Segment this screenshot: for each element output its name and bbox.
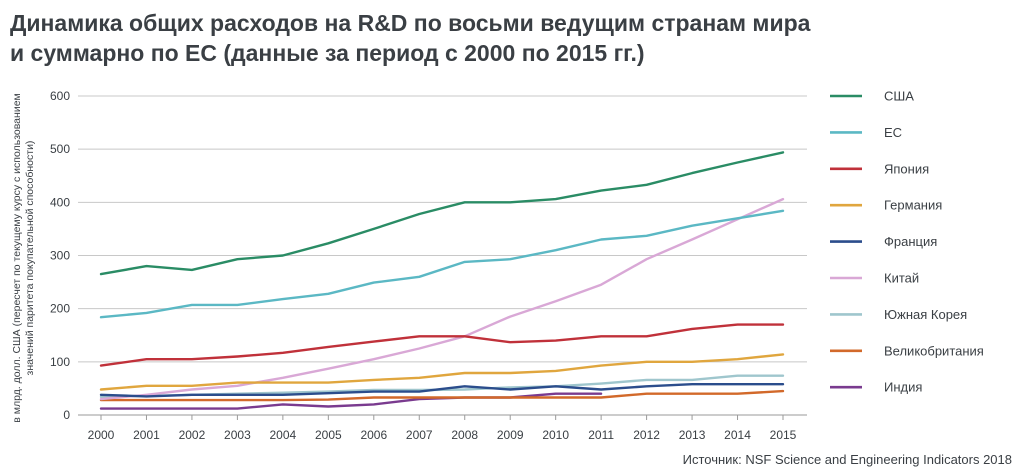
x-tick-label: 2013 bbox=[679, 428, 706, 442]
series-line bbox=[99, 323, 785, 367]
series-line bbox=[99, 197, 785, 401]
x-tick-label: 2008 bbox=[451, 428, 478, 442]
legend-item: Индия bbox=[830, 380, 922, 395]
x-tick-label: 2003 bbox=[224, 428, 251, 442]
legend-label: ЕС bbox=[884, 125, 902, 140]
series-line bbox=[99, 383, 785, 398]
x-tick-label: 2000 bbox=[88, 428, 115, 442]
x-tick-label: 2014 bbox=[724, 428, 751, 442]
y-tick-label: 300 bbox=[50, 249, 70, 263]
y-tick-label: 0 bbox=[63, 408, 70, 422]
x-tick-label: 2012 bbox=[633, 428, 660, 442]
x-tick-label: 2009 bbox=[497, 428, 524, 442]
x-tick-label: 2004 bbox=[270, 428, 297, 442]
legend-item: ЕС bbox=[830, 125, 902, 140]
y-axis-ticks: 0 100 200 300 400 500 600 bbox=[50, 89, 70, 422]
grid-lines bbox=[78, 95, 807, 416]
series-line bbox=[99, 353, 785, 391]
legend-item: Великобритания bbox=[830, 343, 984, 358]
legend-item: Франция bbox=[830, 234, 937, 249]
y-axis-label-line-1: в млрд. долл. США (пересчет по текущему … bbox=[10, 92, 23, 423]
x-tick-label: 2007 bbox=[406, 428, 433, 442]
legend-item: США bbox=[830, 89, 914, 104]
x-tick-label: 2010 bbox=[542, 428, 569, 442]
legend-item: Южная Корея bbox=[830, 307, 967, 322]
y-tick-label: 500 bbox=[50, 142, 70, 156]
y-tick-label: 600 bbox=[50, 89, 70, 103]
legend-label: Германия bbox=[884, 198, 942, 213]
y-tick-label: 200 bbox=[50, 302, 70, 316]
x-tick-label: 2001 bbox=[133, 428, 160, 442]
y-tick-label: 100 bbox=[50, 355, 70, 369]
legend-item: Китай bbox=[830, 271, 919, 286]
x-tick-label: 2011 bbox=[588, 428, 614, 442]
series-line bbox=[99, 209, 785, 319]
legend-label: США bbox=[884, 89, 914, 104]
legend-label: Индия bbox=[884, 380, 922, 395]
legend-item: Германия bbox=[830, 198, 942, 213]
legend-label: Китай bbox=[884, 271, 919, 286]
y-tick-label: 400 bbox=[50, 195, 70, 209]
y-axis-label: в млрд. долл. США (пересчет по текущему … bbox=[11, 93, 37, 423]
x-tick-label: 2005 bbox=[315, 428, 342, 442]
series-line bbox=[99, 389, 785, 402]
series-lines bbox=[99, 151, 785, 410]
chart-title-line-1: Динамика общих расходов на R&D по восьми… bbox=[10, 10, 811, 36]
chart-title: Динамика общих расходов на R&D по восьми… bbox=[10, 8, 1010, 68]
source-note: Источник: NSF Science and Engineering In… bbox=[682, 452, 1012, 467]
x-tick-label: 2002 bbox=[179, 428, 206, 442]
legend: США ЕС Япония Германия Франция Китай Южная Кор… bbox=[830, 89, 984, 395]
legend-item: Япония bbox=[830, 161, 929, 176]
legend-label: Великобритания bbox=[884, 343, 984, 358]
y-axis-label-line-2: значений паритета покупательной способно… bbox=[23, 140, 36, 375]
legend-label: Япония bbox=[884, 161, 929, 176]
legend-label: Франция bbox=[884, 234, 937, 249]
x-tick-label: 2006 bbox=[360, 428, 387, 442]
legend-label: Южная Корея bbox=[884, 307, 967, 322]
x-tick-label: 2015 bbox=[770, 428, 797, 442]
x-axis-ticks: 2000 2001 2002 2003 2004 2005 2006 2007 2008 2009… bbox=[88, 415, 797, 442]
chart-title-line-2: и суммарно по ЕС (данные за период с 200… bbox=[10, 40, 645, 66]
series-line bbox=[99, 151, 785, 276]
